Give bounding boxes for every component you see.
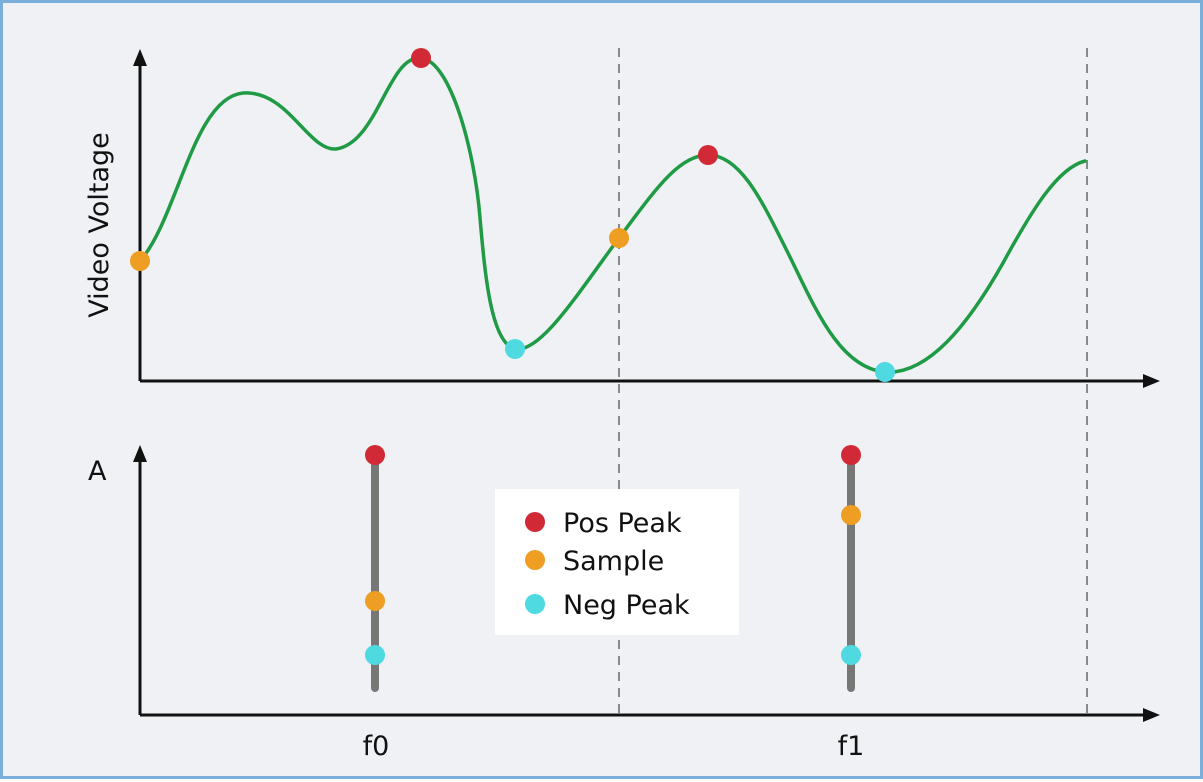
- freq-label-f0: f0: [363, 731, 390, 762]
- top-x-arrowhead: [1143, 374, 1160, 388]
- f1-sample-marker: [841, 505, 861, 525]
- f0-neg-peak-marker: [365, 645, 385, 665]
- f0-pos-peak-marker: [365, 445, 385, 465]
- legend-pos-peak-label: Pos Peak: [563, 508, 682, 539]
- f1-neg-peak-marker: [841, 645, 861, 665]
- detector-diagram: Video Voltage A f0 f1 Pos Peak Sample Ne…: [84, 48, 1160, 762]
- f1-pos-peak-marker: [841, 445, 861, 465]
- sample-marker: [609, 228, 629, 248]
- pos-peak-marker: [411, 48, 431, 68]
- top-y-arrowhead: [133, 49, 147, 66]
- legend-neg-peak-label: Neg Peak: [563, 590, 690, 621]
- y-label-video-voltage: Video Voltage: [84, 132, 115, 318]
- legend-neg-peak-swatch: [525, 594, 545, 614]
- legend: Pos Peak Sample Neg Peak: [495, 489, 739, 635]
- freq-label-f1: f1: [838, 731, 865, 762]
- f0-sample-marker: [365, 591, 385, 611]
- legend-sample-swatch: [525, 550, 545, 570]
- y-label-amplitude: A: [88, 456, 107, 487]
- legend-pos-peak-swatch: [525, 512, 545, 532]
- video-voltage-curve: [138, 56, 1087, 374]
- sample-marker: [130, 251, 150, 271]
- pos-peak-marker: [698, 145, 718, 165]
- bottom-y-arrowhead: [133, 445, 147, 462]
- neg-peak-marker: [505, 339, 525, 359]
- bottom-x-arrowhead: [1143, 708, 1160, 722]
- legend-sample-label: Sample: [563, 546, 664, 577]
- neg-peak-marker: [875, 362, 895, 382]
